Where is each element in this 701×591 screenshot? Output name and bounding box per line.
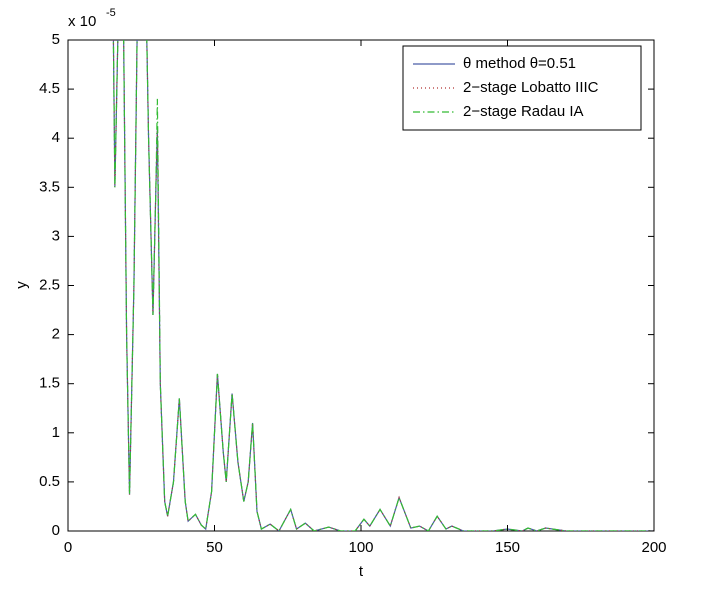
x-tick-label: 150 xyxy=(495,539,520,556)
y-tick-label: 2.5 xyxy=(39,276,60,293)
x-tick-label: 200 xyxy=(641,539,666,556)
series-group xyxy=(112,40,654,531)
legend-label: θ method θ=0.51 xyxy=(463,55,576,72)
y-scale-exponent: -5 xyxy=(106,7,116,19)
series-line xyxy=(112,40,654,531)
y-scale-label: x 10 xyxy=(68,13,96,30)
y-tick-label: 1 xyxy=(52,424,60,441)
y-tick-label: 4.5 xyxy=(39,80,60,97)
y-tick-label: 0 xyxy=(52,522,60,539)
x-tick-label: 0 xyxy=(64,539,72,556)
y-axis-label: y xyxy=(13,281,30,289)
x-axis-label: t xyxy=(359,563,364,580)
legend: θ method θ=0.51 2−stage Lobatto IIIC 2−sta… xyxy=(402,45,642,131)
y-tick-label: 4 xyxy=(52,129,60,146)
y-tick-label: 5 xyxy=(52,31,60,48)
legend-label: 2−stage Lobatto IIIC xyxy=(463,79,599,96)
legend-box xyxy=(402,45,642,131)
y-tick-label: 2 xyxy=(52,326,60,343)
y-tick-label: 3 xyxy=(52,227,60,244)
legend-label: 2−stage Radau IA xyxy=(463,103,584,120)
x-tick-label: 100 xyxy=(348,539,373,556)
x-tick-label: 50 xyxy=(206,539,223,556)
y-tick-label: 1.5 xyxy=(39,375,60,392)
y-tick-label: 0.5 xyxy=(39,473,60,490)
y-tick-label: 3.5 xyxy=(39,178,60,195)
